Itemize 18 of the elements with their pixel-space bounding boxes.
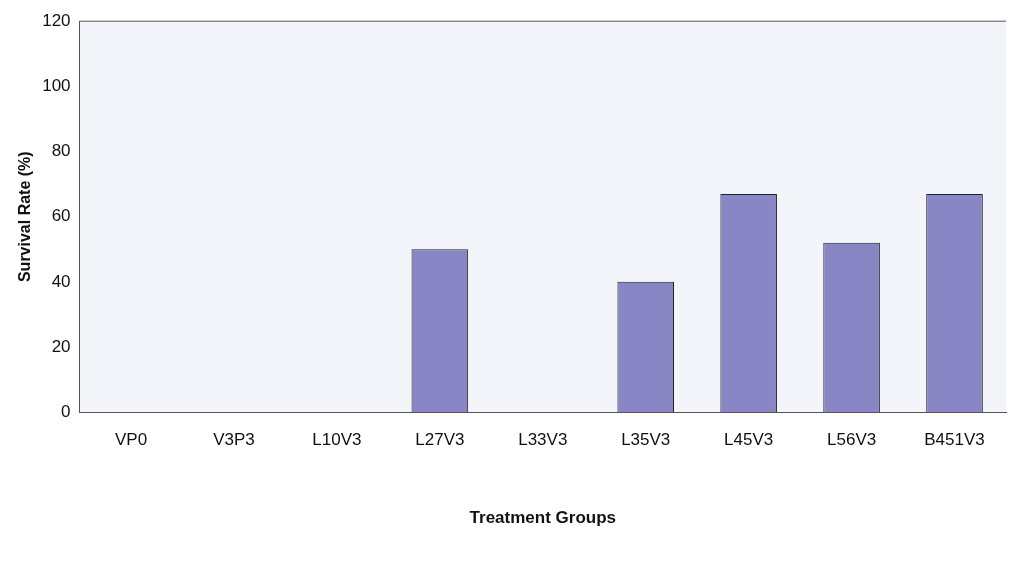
y-tick-label: 40 (51, 271, 71, 291)
y-tick-label: 100 (42, 76, 71, 96)
y-tick-label: 80 (51, 141, 71, 161)
x-axis-title: Treatment Groups (469, 508, 616, 528)
y-axis-title: Survival Rate (%) (16, 151, 34, 283)
y-tick-label: 0 (61, 401, 71, 421)
y-tick-label: 120 (42, 10, 71, 30)
x-tick-label: VP0 (114, 430, 148, 450)
x-tick-label: L10V3 (312, 430, 362, 450)
x-tick-label: L35V3 (621, 430, 671, 450)
x-tick-label: L33V3 (518, 430, 568, 450)
x-tick-label: B451V3 (924, 430, 985, 450)
x-tick-label: V3P3 (213, 430, 255, 450)
x-tick-label: L56V3 (827, 430, 877, 450)
x-tick-label: L45V3 (724, 430, 774, 450)
y-tick-label: 60 (51, 206, 71, 226)
x-tick-label: L27V3 (415, 430, 465, 450)
y-tick-label: 20 (51, 336, 71, 356)
